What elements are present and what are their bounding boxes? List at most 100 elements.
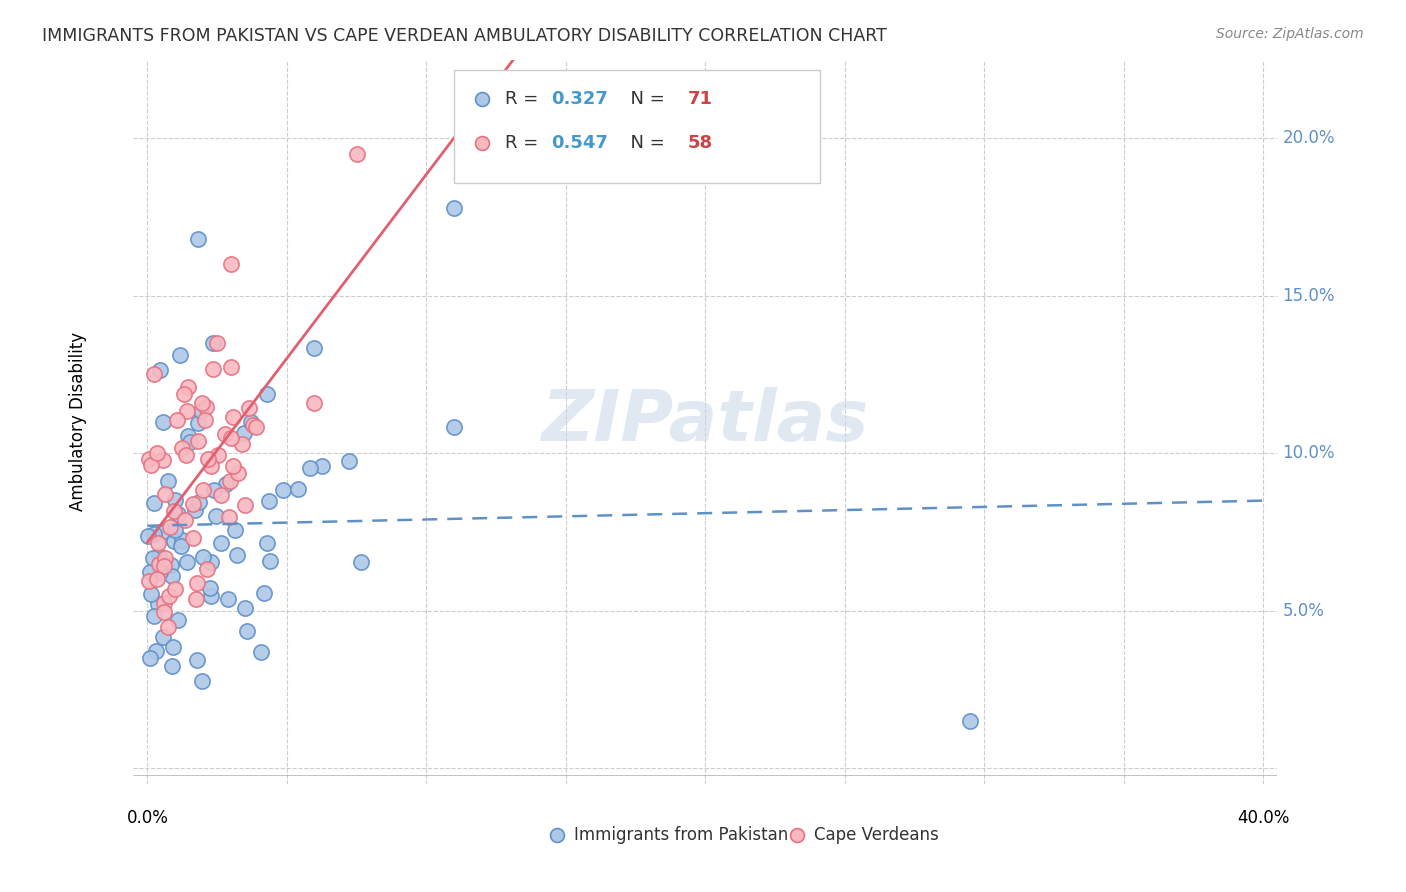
Point <box>167 614 190 628</box>
Text: Ambulatory Disability: Ambulatory Disability <box>69 333 87 511</box>
Point <box>157 619 180 633</box>
Point <box>142 608 165 623</box>
Point <box>146 572 169 586</box>
Point <box>200 458 222 473</box>
Point <box>183 531 205 545</box>
Text: Cape Verdeans: Cape Verdeans <box>814 826 939 844</box>
Point <box>205 508 228 523</box>
Point <box>221 431 243 445</box>
Point <box>200 555 222 569</box>
Point <box>174 513 197 527</box>
Point <box>177 429 200 443</box>
Text: 5.0%: 5.0% <box>1282 602 1324 620</box>
Point <box>298 461 321 475</box>
Point <box>179 434 201 449</box>
Point <box>218 510 240 524</box>
Text: N =: N = <box>620 134 671 152</box>
Point <box>166 413 188 427</box>
Point <box>224 523 246 537</box>
Point <box>142 527 165 541</box>
Point <box>163 493 186 508</box>
Point <box>159 519 181 533</box>
Point <box>195 400 218 414</box>
Point <box>152 630 174 644</box>
Point <box>198 581 221 595</box>
Point <box>222 458 245 473</box>
Point <box>146 446 169 460</box>
Text: IMMIGRANTS FROM PAKISTAN VS CAPE VERDEAN AMBULATORY DISABILITY CORRELATION CHART: IMMIGRANTS FROM PAKISTAN VS CAPE VERDEAN… <box>42 27 887 45</box>
Point <box>245 419 267 434</box>
Point <box>153 487 176 501</box>
Text: 20.0%: 20.0% <box>1282 129 1336 147</box>
Text: 15.0%: 15.0% <box>1282 287 1336 305</box>
Point <box>160 558 183 573</box>
Point <box>190 404 212 418</box>
Point <box>187 434 209 449</box>
Point <box>176 555 198 569</box>
Text: 10.0%: 10.0% <box>1282 444 1336 462</box>
FancyBboxPatch shape <box>454 70 820 183</box>
Point <box>219 360 242 375</box>
Point <box>201 362 224 376</box>
Point <box>219 257 242 271</box>
Point <box>153 605 176 619</box>
Point <box>149 362 172 376</box>
Point <box>271 483 294 497</box>
Point <box>253 586 276 600</box>
Point <box>184 502 207 516</box>
Point <box>311 458 333 473</box>
Text: 0.0%: 0.0% <box>127 809 169 828</box>
Point <box>194 413 217 427</box>
Point <box>259 554 281 568</box>
Point <box>242 418 264 433</box>
Text: Immigrants from Pakistan: Immigrants from Pakistan <box>574 826 787 844</box>
Point <box>177 379 200 393</box>
Point <box>214 477 236 491</box>
Text: 0.327: 0.327 <box>551 90 607 109</box>
Point <box>165 582 187 596</box>
Point <box>162 569 184 583</box>
Point <box>191 395 214 409</box>
Point <box>143 367 166 381</box>
Point <box>209 488 232 502</box>
Point <box>202 335 225 350</box>
Point <box>136 529 159 543</box>
Point <box>217 591 239 606</box>
Point <box>153 551 176 566</box>
Point <box>142 551 165 566</box>
Point <box>221 409 243 424</box>
Point <box>172 533 194 548</box>
Point <box>346 147 368 161</box>
Point <box>174 449 197 463</box>
Point <box>187 494 209 508</box>
Point <box>443 201 465 215</box>
Point <box>141 458 163 472</box>
Point <box>250 645 273 659</box>
Point <box>214 426 236 441</box>
Point <box>256 535 278 549</box>
Point <box>156 474 179 488</box>
Point <box>240 416 263 430</box>
Point <box>145 644 167 658</box>
Point <box>157 589 180 603</box>
Point <box>209 535 232 549</box>
Point <box>302 396 325 410</box>
Point <box>350 555 373 569</box>
Text: 71: 71 <box>688 90 713 109</box>
Text: Source: ZipAtlas.com: Source: ZipAtlas.com <box>1216 27 1364 41</box>
Point <box>259 493 281 508</box>
Point <box>148 558 170 572</box>
Point <box>152 415 174 429</box>
Point <box>236 624 259 638</box>
Point <box>207 448 229 462</box>
Point <box>287 482 309 496</box>
Point <box>165 523 187 537</box>
Point <box>160 659 183 673</box>
Point <box>231 437 253 451</box>
Text: R =: R = <box>505 90 544 109</box>
Point <box>162 640 184 655</box>
Point <box>232 426 254 441</box>
Point <box>143 496 166 510</box>
Point <box>139 587 162 601</box>
Point <box>195 562 218 576</box>
